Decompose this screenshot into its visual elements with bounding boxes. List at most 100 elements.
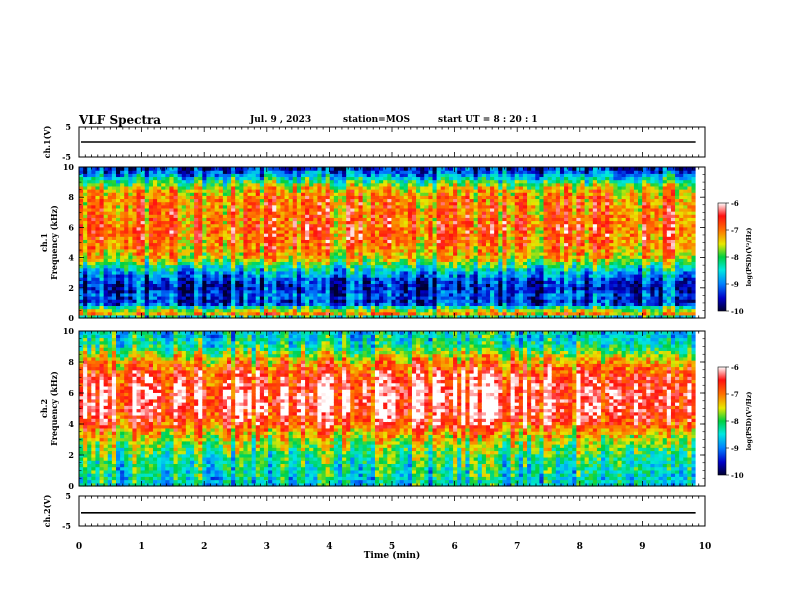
psd-cell <box>485 204 491 209</box>
psd-cell <box>95 220 101 225</box>
psd-cell <box>399 217 405 222</box>
psd-cell <box>440 295 446 300</box>
psd-cell <box>140 236 146 240</box>
psd-cell <box>288 214 294 218</box>
psd-cell <box>399 207 405 212</box>
psd-cell <box>309 170 314 174</box>
psd-cell <box>99 189 105 193</box>
psd-cell <box>251 239 257 244</box>
psd-cell <box>436 308 442 313</box>
psd-cell <box>502 305 508 310</box>
psd-cell <box>379 308 384 313</box>
psd-cell <box>428 273 434 278</box>
psd-cell <box>374 189 380 193</box>
psd-cell <box>481 211 487 215</box>
psd-cell <box>416 295 421 300</box>
psd-cell <box>490 179 495 184</box>
psd-cell <box>461 261 467 266</box>
psd-cell <box>309 236 314 240</box>
psd-cell <box>124 286 129 291</box>
psd-cell <box>457 242 462 247</box>
psd-cell <box>383 195 388 200</box>
psd-cell <box>107 264 113 269</box>
psd-cell <box>79 223 84 228</box>
psd-cell <box>243 242 249 247</box>
psd-cell <box>321 308 327 313</box>
psd-cell <box>280 207 286 212</box>
psd-cell <box>469 251 475 256</box>
psd-cell <box>317 308 323 313</box>
psd-cell <box>284 189 290 193</box>
psd-cell <box>387 245 393 250</box>
psd-cell <box>313 292 319 297</box>
psd-cell <box>333 214 339 218</box>
psd-cell <box>202 211 208 215</box>
psd-cell <box>477 220 483 225</box>
psd-cell <box>189 223 195 228</box>
psd-cell <box>95 170 101 174</box>
psd-cell <box>99 179 105 184</box>
psd-cell <box>177 311 183 316</box>
psd-cell <box>362 233 368 237</box>
psd-cell <box>453 251 458 256</box>
psd-cell <box>395 295 401 300</box>
psd-cell <box>461 214 467 218</box>
psd-cell <box>255 270 261 275</box>
psd-cell <box>218 242 224 247</box>
psd-cell <box>350 214 356 218</box>
psd-cell <box>407 214 413 218</box>
psd-cell <box>432 308 438 313</box>
psd-cell <box>358 267 364 272</box>
psd-cell <box>296 189 302 193</box>
psd-cell <box>185 211 191 215</box>
psd-cell <box>300 255 306 259</box>
psd-cell <box>95 189 101 193</box>
psd-cell <box>214 204 220 209</box>
psd-cell <box>198 173 203 178</box>
psd-cell <box>124 251 129 256</box>
psd-cell <box>185 314 191 319</box>
psd-cell <box>416 280 421 284</box>
psd-cell <box>198 189 203 193</box>
psd-cell <box>148 308 154 313</box>
psd-cell <box>255 255 261 259</box>
psd-cell <box>485 286 491 291</box>
psd-cell <box>366 229 372 234</box>
psd-cell <box>95 245 101 250</box>
psd-cell <box>358 170 364 174</box>
psd-cell <box>222 264 228 269</box>
psd-cell <box>268 251 273 256</box>
psd-cell <box>272 211 277 215</box>
psd-cell <box>95 292 101 297</box>
psd-cell <box>99 261 105 266</box>
psd-cell <box>346 248 351 253</box>
psd-cell <box>235 236 240 240</box>
psd-cell <box>144 185 150 190</box>
psd-cell <box>354 173 360 178</box>
psd-cell <box>226 217 232 222</box>
psd-cell <box>420 223 425 228</box>
psd-cell <box>128 305 134 310</box>
psd-cell <box>169 207 175 212</box>
psd-cell <box>399 211 405 215</box>
psd-cell <box>374 223 380 228</box>
psd-cell <box>325 214 331 218</box>
psd-cell <box>198 283 203 288</box>
psd-cell <box>407 223 413 228</box>
psd-cell <box>473 236 479 240</box>
psd-cell <box>309 280 314 284</box>
psd-cell <box>79 295 84 300</box>
psd-cell <box>91 192 97 196</box>
psd-cell <box>383 292 388 297</box>
psd-cell <box>453 267 458 272</box>
psd-cell <box>490 258 495 262</box>
psd-cell <box>448 170 454 174</box>
psd-cell <box>296 251 302 256</box>
psd-cell <box>395 242 401 247</box>
psd-cell <box>473 255 479 259</box>
psd-cell <box>198 207 203 212</box>
psd-cell <box>222 295 228 300</box>
psd-cell <box>95 280 101 284</box>
psd-cell <box>333 295 339 300</box>
psd-cell <box>350 255 356 259</box>
